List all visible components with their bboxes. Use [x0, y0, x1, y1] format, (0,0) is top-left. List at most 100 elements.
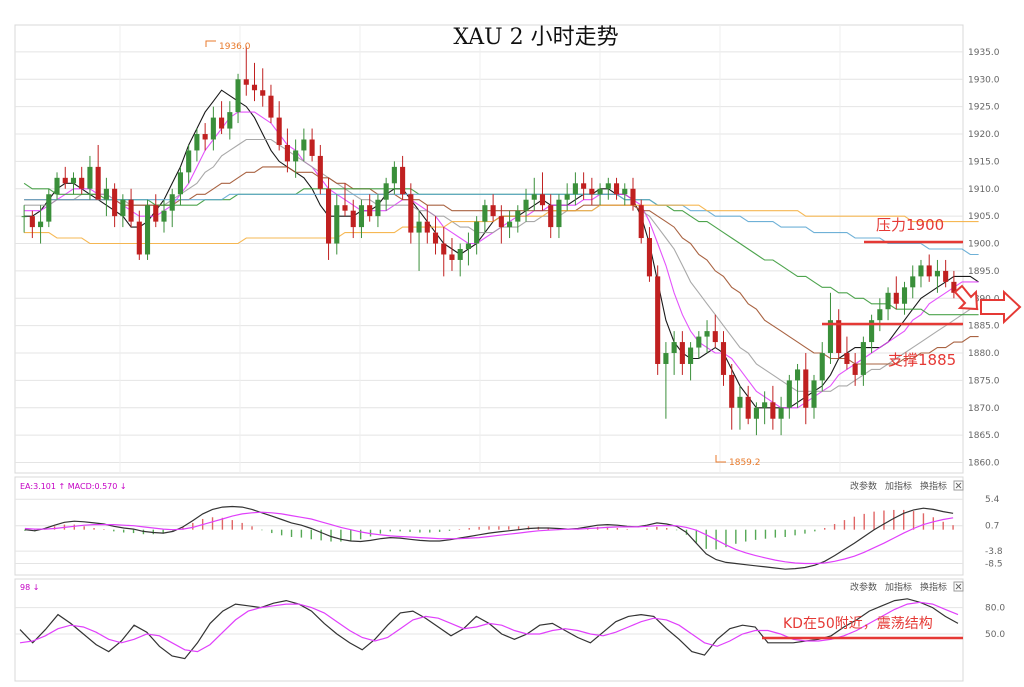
- candle-body: [375, 199, 381, 217]
- candle-body: [400, 166, 406, 195]
- candle-body: [128, 199, 134, 222]
- candle-body: [219, 117, 225, 129]
- candle-body: [260, 90, 266, 96]
- moving-average-lines: [23, 89, 979, 409]
- candle-body: [869, 320, 875, 343]
- price-tick-label: 1895.0: [968, 267, 1000, 277]
- kd-close-icon[interactable]: [953, 581, 964, 592]
- candle-body: [210, 117, 216, 140]
- kd-annotation: KD在50附近，震荡结构: [783, 616, 933, 632]
- candle-body: [597, 188, 603, 195]
- kd-add-indicator[interactable]: 加指标: [885, 581, 912, 593]
- candle-body: [391, 166, 397, 184]
- kd-axis: 80.0 50.0: [985, 604, 1005, 640]
- price-tick-label: 1900.0: [968, 240, 1000, 250]
- candle-body: [556, 199, 562, 228]
- candle-body: [186, 150, 192, 173]
- candle-body: [539, 194, 546, 206]
- candle-body: [712, 331, 718, 343]
- candle-body: [910, 276, 916, 288]
- candle-body: [54, 177, 60, 195]
- candle-body: [153, 205, 159, 222]
- kd-header: 98 ↓: [20, 583, 39, 592]
- candle-body: [235, 79, 241, 113]
- macd-close-icon[interactable]: [953, 480, 964, 491]
- price-tick-label: 1920.0: [968, 130, 1000, 140]
- candle-body: [704, 331, 710, 337]
- candle-body: [490, 205, 496, 217]
- price-tick-label: 1935.0: [968, 48, 1000, 58]
- candle-body: [523, 199, 529, 211]
- macd-tick-label: 0.7: [985, 522, 999, 532]
- candle-body: [877, 309, 883, 321]
- candle-body: [112, 188, 118, 217]
- candle-body: [613, 183, 620, 195]
- candle-body: [342, 205, 348, 211]
- moving-average-line: [24, 193, 979, 256]
- candle-body: [21, 216, 27, 218]
- candle-body: [441, 243, 447, 255]
- candle-body: [819, 353, 825, 381]
- candle-body: [103, 188, 109, 200]
- price-tick-label: 1910.0: [968, 185, 1000, 195]
- candle-body: [860, 342, 866, 375]
- candle-body: [803, 369, 809, 408]
- candle-body: [177, 172, 183, 195]
- candle-body: [655, 276, 661, 364]
- macd-add-indicator[interactable]: 加指标: [885, 480, 912, 492]
- candle-body: [852, 363, 858, 375]
- candle-body: [424, 221, 430, 233]
- candle-body: [144, 205, 151, 255]
- candle-body: [688, 347, 694, 364]
- macd-header: EA:3.101 ↑ MACD:0.570 ↓: [20, 482, 127, 491]
- candle-body: [383, 183, 389, 200]
- candle-body: [301, 139, 307, 151]
- candle-body: [696, 336, 702, 348]
- candle-body: [29, 216, 35, 228]
- candle-body: [893, 292, 899, 304]
- candle-body: [531, 194, 537, 200]
- kd-d-line: [19, 601, 959, 653]
- down-right-arrow-icon: [953, 284, 979, 311]
- macd-lines: [24, 505, 954, 570]
- candle-body: [243, 79, 249, 85]
- candle-body: [778, 407, 784, 419]
- candle-body: [885, 292, 891, 310]
- candle-body: [202, 134, 208, 140]
- candle-body: [564, 194, 570, 200]
- kd-switch-indicator[interactable]: 换指标: [920, 581, 947, 593]
- kd-tick-label: 80.0: [985, 604, 1005, 614]
- candle-body: [432, 232, 439, 244]
- candle-body: [770, 402, 776, 419]
- low-label: 1859.2: [729, 458, 761, 468]
- price-tick-label: 1870.0: [968, 404, 1000, 414]
- candle-body: [663, 353, 669, 364]
- candle-body: [737, 396, 743, 408]
- candle-body: [309, 139, 315, 156]
- macd-change-params[interactable]: 改参数: [850, 480, 877, 492]
- macd-switch-indicator[interactable]: 换指标: [920, 480, 947, 492]
- candle-body: [622, 188, 628, 195]
- price-tick-label: 1930.0: [968, 75, 1000, 85]
- candle-body: [38, 221, 44, 228]
- candle-body: [416, 221, 422, 233]
- price-tick-label: 1925.0: [968, 103, 1000, 113]
- candle-body: [161, 210, 167, 222]
- kd-lines: [19, 598, 959, 660]
- candle-body: [827, 320, 834, 354]
- moving-average-line: [24, 111, 979, 409]
- macd-dea-line: [24, 511, 954, 565]
- candle-body: [630, 188, 636, 206]
- candle-body: [79, 177, 85, 189]
- macd-dif-line: [24, 505, 954, 570]
- candle-body: [507, 221, 513, 228]
- kd-change-params[interactable]: 改参数: [850, 581, 877, 593]
- candle-body: [934, 270, 940, 277]
- candlesticks: [21, 46, 957, 436]
- candle-body: [268, 95, 274, 118]
- high-marker-line: [205, 40, 216, 47]
- candle-body: [350, 210, 356, 228]
- candle-body: [605, 183, 611, 189]
- candle-body: [729, 374, 735, 408]
